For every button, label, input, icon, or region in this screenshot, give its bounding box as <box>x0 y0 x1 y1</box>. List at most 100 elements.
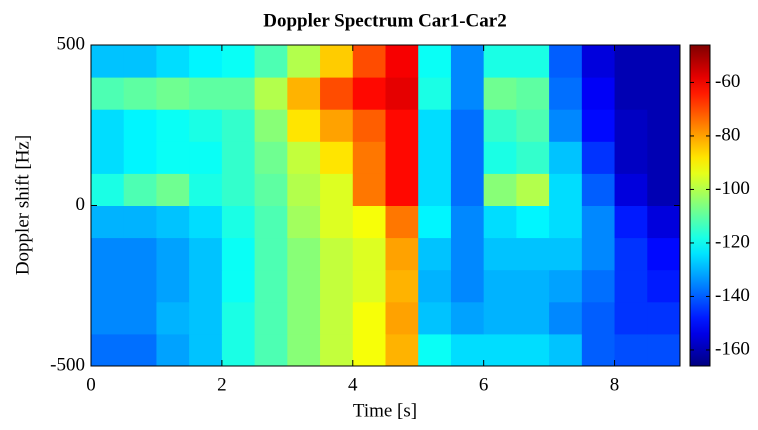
heatmap-cell <box>189 237 223 271</box>
heatmap-cell <box>123 269 157 303</box>
heatmap-cell <box>581 77 616 110</box>
heatmap-cell <box>221 141 256 174</box>
heatmap-cell <box>614 77 648 110</box>
heatmap-cell <box>123 77 157 110</box>
chart-title: Doppler Spectrum Car1-Car2 <box>263 10 506 31</box>
heatmap-cell <box>156 77 190 110</box>
heatmap-cell <box>287 205 321 239</box>
heatmap-cell <box>581 301 616 335</box>
heatmap-cell <box>614 141 648 174</box>
heatmap-cell <box>254 269 288 303</box>
heatmap-cell <box>91 109 125 142</box>
heatmap-cell <box>614 205 648 239</box>
heatmap-cell <box>91 237 125 271</box>
heatmap-cell <box>221 109 256 142</box>
heatmap-cell <box>516 141 550 174</box>
heatmap-cell <box>418 205 452 239</box>
heatmap-cell <box>614 333 648 366</box>
heatmap-cell <box>287 269 321 303</box>
heatmap-cell <box>254 77 288 110</box>
heatmap-cell <box>156 237 190 271</box>
heatmap-cell <box>516 45 550 78</box>
heatmap-cell <box>385 109 419 142</box>
heatmap-cell <box>549 141 583 174</box>
heatmap-cell <box>418 141 452 174</box>
heatmap-cell <box>516 77 550 110</box>
heatmap-cell <box>385 269 419 303</box>
heatmap-cell <box>320 109 354 142</box>
heatmap-cell <box>352 333 386 366</box>
colorbar-tick-label: -140 <box>715 285 750 306</box>
heatmap-cell <box>254 173 288 206</box>
heatmap-cell <box>287 77 321 110</box>
heatmap-cell <box>254 45 288 78</box>
heatmap-cell <box>156 45 190 78</box>
heatmap-cell <box>156 301 190 335</box>
heatmap-cell <box>385 333 419 366</box>
heatmap-cell <box>156 269 190 303</box>
x-tick-label: 4 <box>348 374 358 395</box>
heatmap-cell <box>320 205 354 239</box>
heatmap-cell <box>221 301 256 335</box>
heatmap-cell <box>516 173 550 206</box>
heatmap-cell <box>647 301 680 335</box>
heatmap-cell <box>254 141 288 174</box>
heatmap-cell <box>123 141 157 174</box>
heatmap-cell <box>385 237 419 271</box>
heatmap-cell <box>418 45 452 78</box>
heatmap-cell <box>320 333 354 366</box>
x-tick-label: 2 <box>217 374 227 395</box>
heatmap-cell <box>320 301 354 335</box>
heatmap-cell <box>156 173 190 206</box>
heatmap-cell <box>123 45 157 78</box>
heatmap-cell <box>385 301 419 335</box>
heatmap-cell <box>352 77 386 110</box>
heatmap-cell <box>189 173 223 206</box>
heatmap-cell <box>483 333 517 366</box>
heatmap-cell <box>581 269 616 303</box>
heatmap-cell <box>189 301 223 335</box>
heatmap-cell <box>450 173 485 206</box>
heatmap-cell <box>320 173 354 206</box>
heatmap-cell <box>450 77 485 110</box>
y-tick-label: 500 <box>57 33 86 54</box>
colorbar-tick-label: -60 <box>715 71 740 92</box>
heatmap-cell <box>385 45 419 78</box>
heatmap-cell <box>549 237 583 271</box>
heatmap-cell <box>385 173 419 206</box>
heatmap-cell <box>450 269 485 303</box>
heatmap-cell <box>450 333 485 366</box>
heatmap-cell <box>614 45 648 78</box>
heatmap-cell <box>287 301 321 335</box>
colorbar-tick-label: -80 <box>715 124 740 145</box>
heatmap-cell <box>647 205 680 239</box>
colorbar-tick-label: -160 <box>715 338 750 359</box>
heatmap-cell <box>647 237 680 271</box>
heatmap-cell <box>483 301 517 335</box>
heatmap-cell <box>156 333 190 366</box>
heatmap-cell <box>287 45 321 78</box>
heatmap-cell <box>189 205 223 239</box>
heatmap-cell <box>418 269 452 303</box>
heatmap-cell <box>549 173 583 206</box>
heatmap-cell <box>614 269 648 303</box>
x-tick-label: 0 <box>86 374 96 395</box>
x-tick-label: 6 <box>479 374 489 395</box>
heatmap-cell <box>647 45 680 78</box>
heatmap-cell <box>287 109 321 142</box>
heatmap-cell <box>91 301 125 335</box>
heatmap-cell <box>516 205 550 239</box>
heatmap-cell <box>123 301 157 335</box>
heatmap-cell <box>221 45 256 78</box>
heatmap-cell <box>483 269 517 303</box>
heatmap-cell <box>221 237 256 271</box>
heatmap-cell <box>549 45 583 78</box>
heatmap-cell <box>647 141 680 174</box>
heatmap-cell <box>352 269 386 303</box>
heatmap-cell <box>483 173 517 206</box>
heatmap-cell <box>385 141 419 174</box>
heatmap-cell <box>418 237 452 271</box>
y-tick-label: -500 <box>50 354 85 375</box>
heatmap-cell <box>483 141 517 174</box>
heatmap-cell <box>123 333 157 366</box>
